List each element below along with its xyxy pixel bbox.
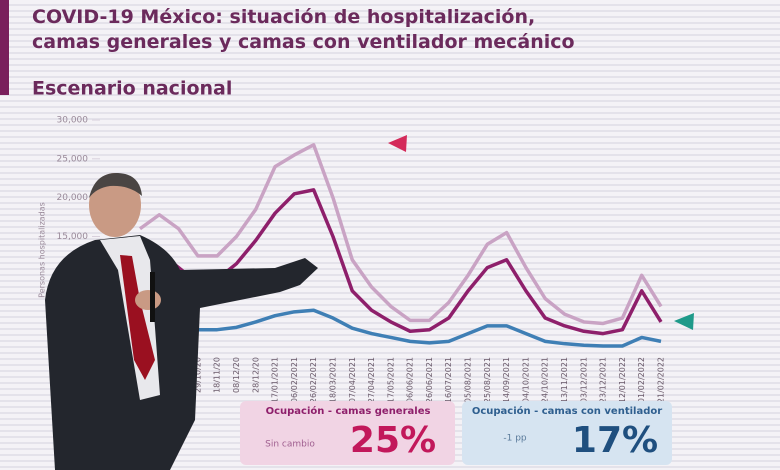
- y-tick-label: 20,000: [57, 193, 89, 203]
- card-label: Ocupación - camas generales: [266, 405, 431, 417]
- series-line: [139, 308, 662, 348]
- card-change: Sin cambio: [265, 440, 315, 450]
- speaker: [45, 172, 318, 470]
- card-value: 25%: [350, 420, 436, 461]
- x-tick-label: 07/04/2021: [348, 357, 357, 403]
- subtitle: Escenario nacional: [32, 78, 232, 100]
- card-label: Ocupación - camas con ventilador: [472, 405, 662, 417]
- title-line: COVID-19 México: situación de hospitaliz…: [32, 6, 575, 53]
- x-tick-label: 21/02/2022: [657, 357, 666, 403]
- x-tick-label: 14/09/2021: [502, 357, 511, 403]
- y-axis-label: Personas hospitalizadas: [38, 202, 47, 298]
- x-tick-label: 17/05/2021: [386, 357, 395, 403]
- x-tick-label: 23/12/2021: [599, 357, 608, 403]
- x-tick-label: 26/06/2021: [425, 357, 434, 403]
- card-change: -1 pp: [503, 434, 527, 444]
- series-line: [138, 143, 663, 326]
- x-tick-label: 03/12/2021: [579, 357, 588, 403]
- x-tick-label: 06/06/2021: [406, 357, 415, 403]
- x-tick-label: 17/01/2021: [271, 357, 280, 403]
- title-part: COVID-19 México: situación de hospitaliz…: [32, 6, 535, 28]
- x-tick-label: 06/02/2021: [290, 357, 299, 403]
- x-tick-label: 05/08/2021: [464, 357, 473, 403]
- y-tick-label: 15,000: [57, 232, 89, 242]
- x-tick-label: 25/08/2021: [483, 357, 492, 403]
- x-tick-label: 08/12/20: [232, 357, 241, 393]
- x-tick-label: 13/11/2021: [560, 357, 569, 403]
- x-tick-label: 24/10/2021: [541, 357, 550, 403]
- x-tick-label: 28/12/20: [251, 357, 260, 393]
- x-tick-label: 27/04/2021: [367, 357, 376, 403]
- title-part: camas generales y camas con ventilador m…: [32, 31, 575, 53]
- y-tick-label: 25,000: [57, 154, 89, 164]
- x-tick-label: 12/01/2022: [618, 357, 627, 403]
- title: COVID-19 México: situación de hospitaliz…: [32, 6, 575, 53]
- x-tick-label: 18/03/2021: [328, 357, 337, 403]
- x-tick-label: 18/11/20: [213, 357, 222, 393]
- x-tick-label: 16/07/2021: [444, 357, 453, 403]
- x-tick-label: 01/02/2022: [637, 357, 646, 403]
- y-tick-label: 30,000: [57, 116, 89, 126]
- card: Ocupación - camas generales Sin cambio 2…: [240, 401, 455, 465]
- x-tick-label: 04/10/2021: [521, 357, 530, 403]
- marker-triangle: [388, 135, 407, 152]
- x-tick-label: 29/10/20: [193, 357, 202, 393]
- card-value: 17%: [572, 420, 658, 461]
- marker-triangle: [674, 313, 694, 330]
- x-tick-label: 26/02/2021: [309, 357, 318, 403]
- accent-bar: [0, 0, 9, 95]
- card: Ocupación - camas con ventilador -1 pp 1…: [462, 401, 672, 465]
